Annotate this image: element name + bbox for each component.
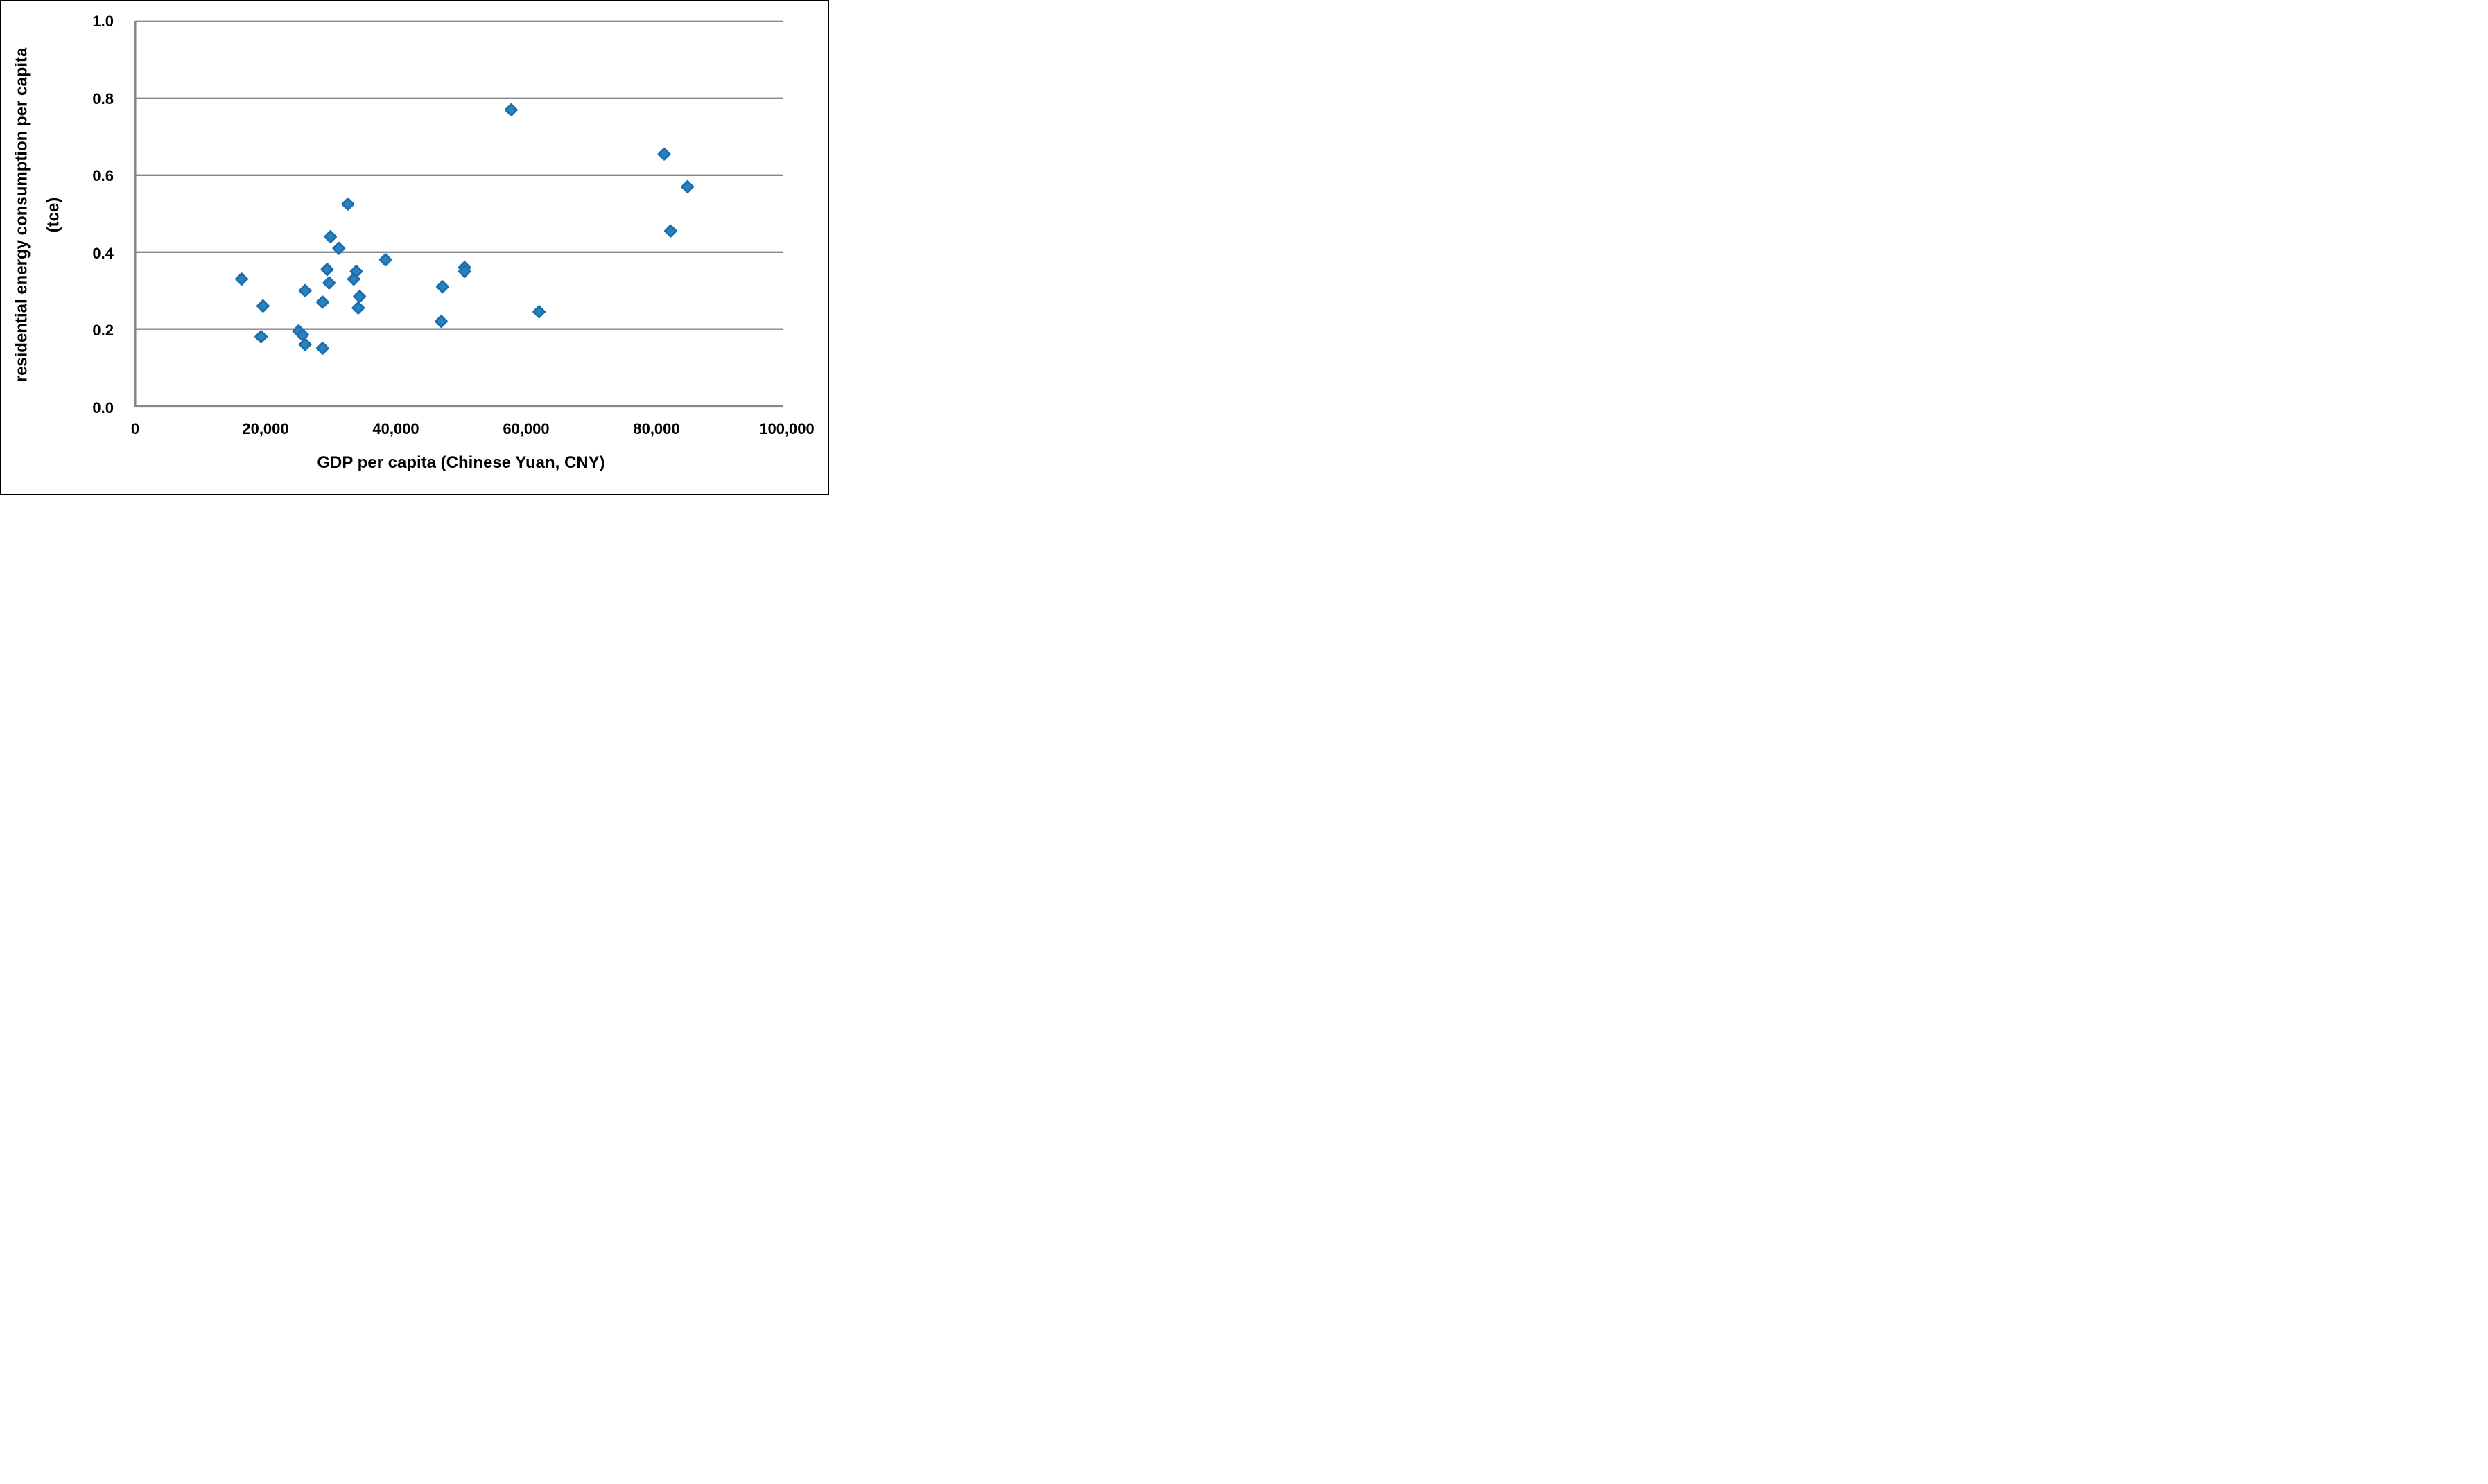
scatter-point [458, 265, 471, 278]
y-axis-tick-label: 0.2 [92, 322, 114, 340]
scatter-point [349, 265, 363, 278]
scatter-point [681, 180, 695, 193]
x-axis-title: GDP per capita (Chinese Yuan, CNY) [317, 453, 605, 472]
scatter-point [435, 280, 449, 294]
scatter-point [256, 299, 270, 313]
x-axis-tick-label: 80,000 [633, 420, 680, 437]
scatter-point [298, 283, 312, 297]
y-axis-tick-label: 1.0 [92, 12, 114, 30]
x-axis-tick-label: 60,000 [503, 420, 550, 437]
scatter-point [254, 330, 268, 344]
scatter-point [320, 263, 334, 277]
axes-group [134, 21, 784, 408]
scatter-point [315, 342, 329, 355]
scatter-point [315, 295, 329, 309]
y-axis-tick-label: 0.0 [92, 399, 114, 417]
y-axis-tick-label: 0.6 [92, 167, 114, 185]
x-axis-tick-label: 0 [130, 420, 140, 437]
y-axis-tick-label: 0.8 [92, 89, 114, 107]
scatter-points-group [235, 103, 695, 355]
chart-canvas [134, 20, 784, 408]
scatter-point [324, 230, 338, 244]
x-axis-tick-label: 20,000 [242, 420, 289, 437]
scatter-point [351, 301, 365, 315]
y-axis-title-line2: (tce) [44, 197, 62, 233]
scatter-point [353, 290, 367, 304]
scatter-point [298, 338, 312, 351]
scatter-point [532, 305, 546, 319]
y-axis-title: residential energy consumption per capit… [6, 48, 69, 383]
scatter-point [504, 103, 518, 116]
scatter-point [657, 147, 671, 161]
scatter-point [379, 253, 392, 267]
y-axis-tick-label: 0.4 [92, 244, 114, 262]
scatter-point [235, 272, 249, 286]
y-axis-title-line1: residential energy consumption per capit… [12, 47, 31, 383]
scatter-point [435, 315, 448, 329]
scatter-chart-figure: 0.0 0.2 0.4 0.6 0.8 1.0 0 20,000 40,000 60,000 80… [0, 0, 829, 495]
scatter-point [322, 276, 336, 290]
scatter-point [341, 197, 355, 211]
x-axis-tick-label: 100,000 [759, 420, 815, 437]
x-axis-tick-label: 40,000 [372, 420, 419, 437]
scatter-point [663, 224, 677, 238]
scatter-point [332, 241, 346, 255]
gridlines-group [135, 20, 784, 330]
